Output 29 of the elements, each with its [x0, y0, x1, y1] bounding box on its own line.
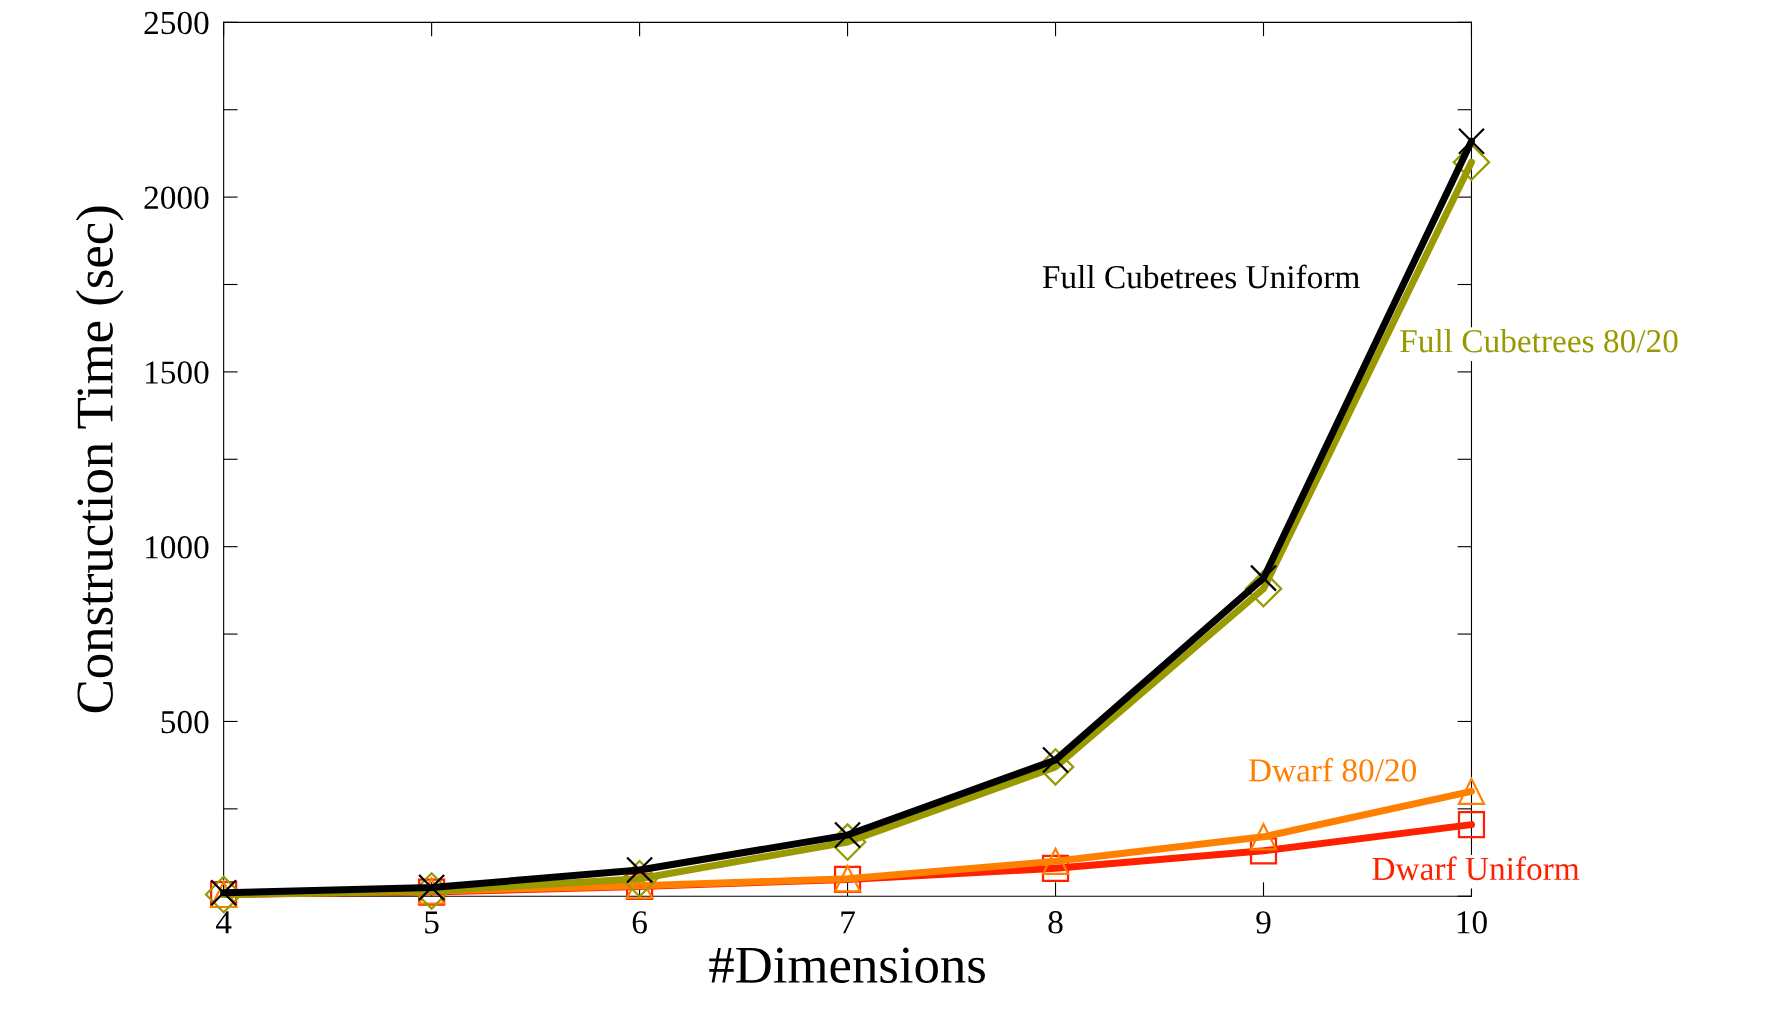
series-label: Full Cubetrees 80/20 [1400, 328, 1678, 353]
y-tick-label: 2500 [144, 11, 209, 35]
y-tick-label: 1500 [146, 361, 209, 384]
point [1249, 823, 1278, 851]
series-label: Full Cubetrees Uniform [1042, 264, 1360, 289]
point [1041, 854, 1070, 882]
x-tick-label: 9 [1256, 911, 1271, 934]
y-tick-label: 1000 [146, 536, 209, 559]
point [1244, 569, 1283, 608]
y-tick-label: 500 [161, 710, 209, 734]
x-tick-label: 8 [1048, 911, 1063, 934]
x-tick-label: 10 [1457, 911, 1487, 934]
series-label: Dwarf 80/20 [1248, 757, 1417, 782]
point [1457, 777, 1486, 805]
point [1041, 847, 1070, 875]
x-tick-label: 7 [841, 911, 855, 934]
series-label: Dwarf Uniform [1372, 856, 1580, 881]
y-tick-label: 2000 [144, 186, 209, 210]
x-axis-title: #Dimensions [709, 947, 985, 984]
point [1457, 127, 1486, 155]
point [1036, 748, 1075, 786]
point [1457, 810, 1486, 839]
point [1452, 143, 1491, 181]
y-axis-title: Construction Time (sec) [75, 206, 124, 713]
point [828, 823, 867, 861]
x-tick-label: 6 [632, 911, 647, 934]
x-tick-label: 4 [215, 911, 232, 934]
point [620, 859, 659, 898]
x-tick-label: 5 [425, 911, 439, 934]
